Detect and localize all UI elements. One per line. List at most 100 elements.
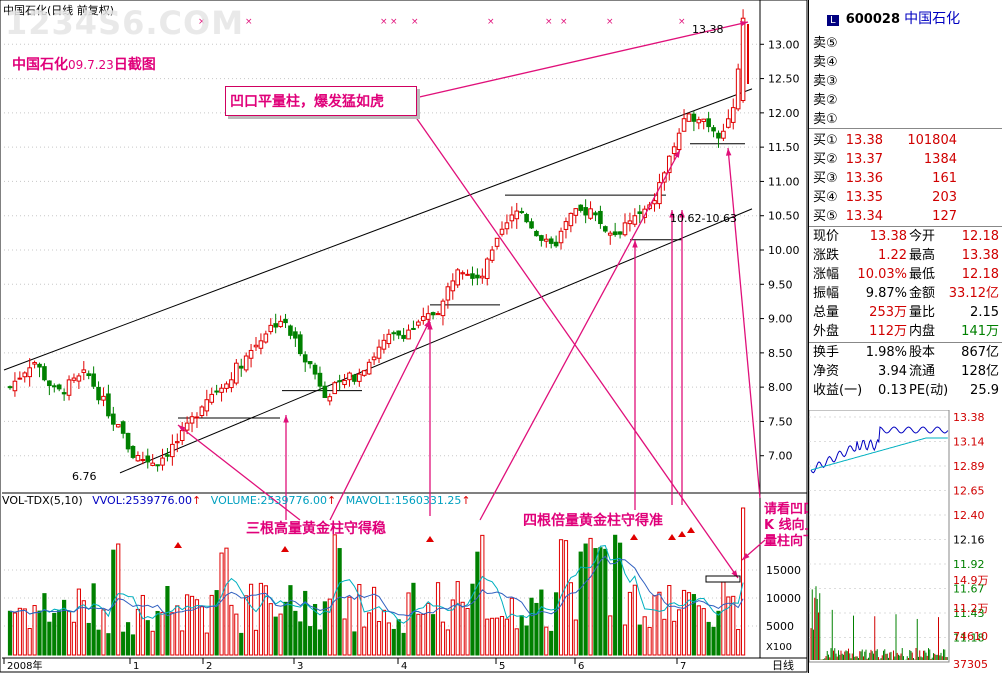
stock-name: 中国石化 (904, 11, 960, 27)
volume-bar (422, 614, 425, 655)
candle-body (461, 273, 465, 274)
volume-bar (712, 627, 715, 655)
annotation-arrowhead (632, 240, 637, 248)
candle-body (72, 378, 76, 380)
volume-bar (77, 589, 80, 655)
candle-body (476, 275, 480, 278)
sell-row: 卖② (811, 91, 1001, 110)
candle-body (702, 119, 706, 121)
price-tick-label: 9.00 (768, 313, 793, 326)
volume-bar (372, 587, 375, 655)
volume-bar (235, 614, 238, 655)
stat-value: 13.38 (962, 246, 999, 265)
candle-body (633, 216, 637, 224)
volume-bar (387, 623, 390, 655)
month-label: 6 (578, 661, 584, 672)
candle-body (471, 274, 475, 279)
buy-price: 13.37 (846, 150, 883, 169)
annotation-three-volumes: 三根高量黄金柱守得稳 (246, 518, 386, 538)
stat-value: 1.22 (878, 246, 907, 265)
volume-bar (299, 622, 302, 655)
annotation-four-volumes: 四根倍量黄金柱守得准 (523, 510, 663, 530)
candle-body (604, 227, 608, 231)
volume-bar (210, 595, 213, 655)
level-badge: L (827, 15, 839, 26)
annotation-top: 凹口平量柱，爆发猛如虎 (230, 91, 384, 111)
candle-body (48, 381, 52, 386)
candle-body (510, 215, 514, 221)
candle-body (623, 223, 627, 235)
candle-body (530, 222, 534, 228)
price-tick-label: 12.00 (768, 107, 800, 120)
candle-body (67, 380, 71, 395)
volume-bar (481, 535, 484, 655)
sell-label: 卖① (813, 110, 838, 129)
stat-value: 25.9 (970, 381, 999, 400)
stat-value: 0.13 (878, 381, 907, 400)
candle-body (166, 455, 170, 456)
candle-body (717, 133, 721, 138)
volume-bar (254, 630, 257, 655)
stat-label: PE(动) (909, 381, 948, 400)
stat-label: 净资 (813, 362, 839, 381)
candle-body (77, 376, 81, 381)
volume-bar (269, 604, 272, 655)
volume-bar (638, 625, 641, 655)
buy-volume: 1384 (924, 150, 957, 169)
candle-body (712, 128, 716, 131)
candle-body (28, 368, 32, 377)
volume-bar (126, 623, 129, 655)
candle-body (190, 417, 194, 423)
volume-bar (702, 609, 705, 655)
price-tick-label: 7.50 (768, 415, 793, 428)
volume-bar (58, 611, 61, 655)
annotation-arrow (408, 106, 738, 578)
buy-label: 买④ (813, 188, 838, 207)
volume-bar (727, 597, 730, 655)
candle-body (136, 456, 140, 461)
buy-row: 买① 13.38 101804 (811, 131, 1001, 150)
candle-body (417, 322, 421, 325)
buy-row: 买③ 13.36 161 (811, 169, 1001, 188)
volume-bar (348, 597, 351, 655)
mini-frame (809, 410, 949, 662)
volume-bar (304, 591, 307, 655)
candle-body (171, 444, 175, 456)
volume-bar (417, 614, 420, 655)
stat-value: 12.18 (962, 265, 999, 284)
volume-up-marker (687, 527, 695, 533)
sell-row: 卖③ (811, 72, 1001, 91)
volume-bar (402, 633, 405, 655)
volume-bar (87, 623, 90, 655)
volume-bar (663, 619, 666, 655)
volume-bar (466, 609, 469, 655)
stat-label: 涨跌 (813, 246, 839, 265)
candle-body (613, 232, 617, 235)
volume-bar (427, 603, 430, 655)
volume-bar (697, 606, 700, 655)
candle-body (353, 375, 357, 381)
candle-body (367, 362, 371, 374)
buy-price: 13.38 (846, 131, 883, 150)
volume-bar (653, 596, 656, 655)
candle-body (333, 383, 337, 394)
volume-bar (614, 535, 617, 655)
candle-body (372, 357, 376, 360)
volume-bar (8, 611, 11, 655)
volume-bar (486, 619, 489, 655)
volume-bar (648, 627, 651, 655)
volume-bar (353, 632, 356, 655)
volume-bar (722, 582, 725, 655)
volume-bar (741, 508, 744, 655)
volume-bar (604, 549, 607, 655)
stat-row: 总量 253万 量比 2.15 (811, 303, 1001, 322)
screenshot-caption: 中国石化09.7.23日截图 (12, 54, 156, 74)
quote-panel: L 600028 中国石化 卖⑤ 卖④ 卖③ 卖② 卖① 买① 13.38 101804 买② 1… (808, 0, 1002, 673)
volume-up-marker (426, 536, 434, 542)
stat-label: 最高 (909, 246, 935, 265)
volume-up-marker (174, 542, 182, 548)
candle-body (116, 425, 120, 427)
volume-bar (633, 585, 636, 655)
volume-bar (717, 611, 720, 655)
candle-body (205, 400, 209, 411)
